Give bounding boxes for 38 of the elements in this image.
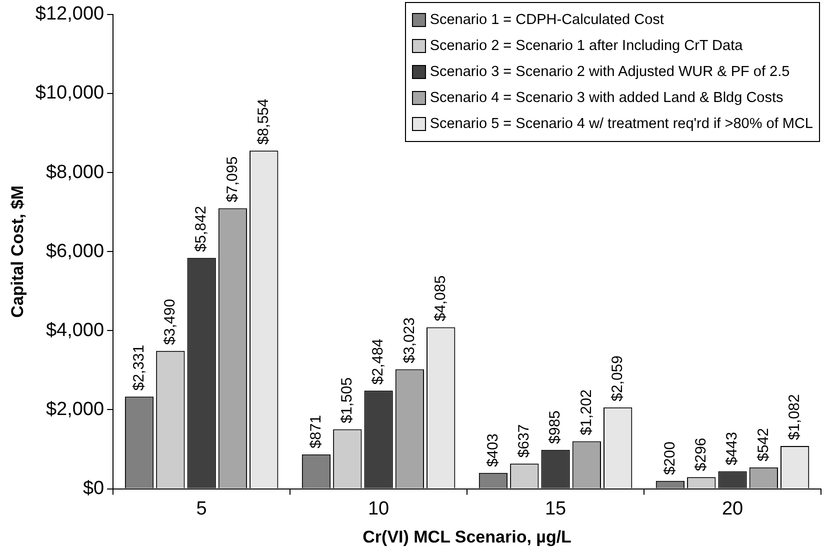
data-label: $4,085 xyxy=(432,275,449,322)
legend-label: Scenario 1 = CDPH-Calculated Cost xyxy=(430,11,664,30)
legend-label: Scenario 4 = Scenario 3 with added Land & Bldg Costs xyxy=(430,89,784,108)
data-label: $7,095 xyxy=(224,156,241,202)
y-tick-label: $12,000 xyxy=(35,4,104,25)
data-label: $200 xyxy=(661,442,678,475)
data-label: $5,842 xyxy=(192,206,210,252)
data-label: $1,505 xyxy=(338,377,356,424)
x-tick-label: 5 xyxy=(196,498,207,520)
data-label: $2,484 xyxy=(370,338,387,385)
x-tick-label: 20 xyxy=(722,498,744,520)
data-label: $637 xyxy=(516,424,533,458)
data-label: $443 xyxy=(724,432,741,466)
data-label: $2,331 xyxy=(130,344,148,391)
data-label: $1,082 xyxy=(786,394,803,440)
legend-label: Scenario 5 = Scenario 4 w/ treatment req'rd if >80% of MCL xyxy=(430,115,813,134)
data-label: $871 xyxy=(307,414,324,448)
data-label: $2,059 xyxy=(608,356,626,402)
data-label: $403 xyxy=(484,433,502,467)
data-label: $542 xyxy=(754,428,772,462)
legend-label: Scenario 2 = Scenario 1 after Including CrT Data xyxy=(430,37,743,56)
x-axis-title: Cr(VI) MCL Scenario, µg/L xyxy=(362,527,572,546)
data-label: $3,490 xyxy=(162,298,179,345)
y-tick-label: $0 xyxy=(82,478,104,500)
x-tick-label: 15 xyxy=(544,498,566,520)
x-tick-label: 10 xyxy=(368,498,390,520)
y-tick-label: $6,000 xyxy=(46,240,104,262)
y-tick-label: $4,000 xyxy=(46,320,104,341)
y-tick-label: $10,000 xyxy=(35,82,104,104)
data-label: $3,023 xyxy=(400,317,418,364)
y-axis-title: Capital Cost, $M xyxy=(8,185,27,318)
y-tick-label: $8,000 xyxy=(46,162,104,183)
data-label: $296 xyxy=(692,438,710,472)
data-label: $1,202 xyxy=(578,389,595,436)
y-tick-label: $2,000 xyxy=(46,398,104,420)
legend-label: Scenario 3 = Scenario 2 with Adjusted WUR & PF of 2.5 xyxy=(430,63,790,82)
data-label: $8,554 xyxy=(255,98,272,145)
data-label: $985 xyxy=(546,410,564,444)
